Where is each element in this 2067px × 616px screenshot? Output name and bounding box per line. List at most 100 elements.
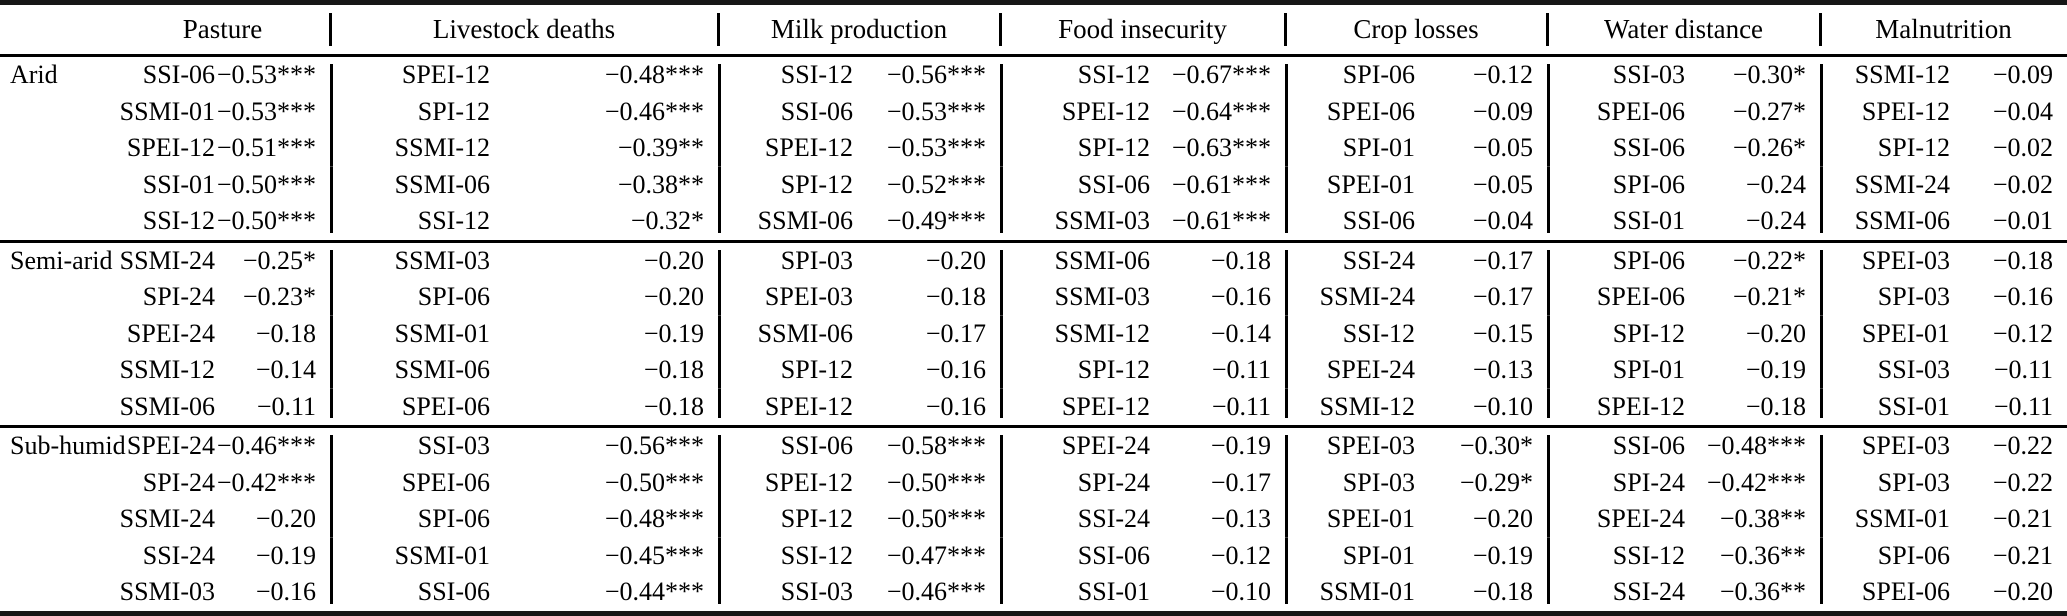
drought-index-cell: SSI-12 <box>718 55 854 94</box>
correlation-value-cell: −0.20 <box>1992 577 2054 607</box>
drought-index-cell: SSI-06 <box>1547 130 1686 167</box>
drought-index-cell: SSMI-01 <box>330 537 491 574</box>
drought-index-cell: SPEI-12 <box>718 464 854 501</box>
correlation-value-cell: −0.09 <box>1472 96 1534 126</box>
correlation-value-cell: −0.61*** <box>1171 169 1272 199</box>
drought-index-cell: SPEI-06 <box>330 388 491 427</box>
drought-index-cell: SPEI-06 <box>1547 279 1686 316</box>
drought-index-cell: SPI-06 <box>1547 166 1686 203</box>
correlation-value-cell: −0.22 <box>1992 431 2054 461</box>
zone-label-spacer <box>0 279 115 316</box>
correlation-value-cell: −0.26* <box>1732 133 1807 163</box>
drought-index-cell: SSMI-01 <box>330 315 491 352</box>
correlation-value-cell: −0.20 <box>1745 318 1807 348</box>
correlation-value-cell: −0.48*** <box>604 60 705 90</box>
zone-section-semi-arid: Semi-arid SSMI-24 −0.25* SSMI-03 −0.20 SPI-03… <box>0 241 2067 427</box>
drought-index-cell: SSI-03 <box>1820 352 1951 389</box>
correlation-value-cell: −0.63*** <box>1171 133 1272 163</box>
correlation-value-cell: −0.16 <box>1992 282 2054 312</box>
correlation-value-cell: −0.20 <box>643 245 705 275</box>
drought-index-cell: SSMI-06 <box>119 391 215 421</box>
drought-index-cell: SPEI-12 <box>1000 93 1151 130</box>
drought-index-cell: SSI-06 <box>1000 166 1151 203</box>
zone-label-spacer <box>0 316 115 353</box>
correlation-value-cell: −0.51*** <box>216 133 317 163</box>
table-row: SSMI-06 −0.11 SPEI-06 −0.18 SPEI-12 −0.16 SPEI… <box>0 388 2067 427</box>
col-header-water-distance: Water distance <box>1546 3 1820 56</box>
correlation-value-cell: −0.46*** <box>886 577 987 607</box>
drought-index-cell: SPI-03 <box>1820 464 1951 501</box>
drought-index-cell: SPI-06 <box>330 501 491 538</box>
drought-index-cell: SPEI-24 <box>1285 352 1416 389</box>
table-row: SPI-24 −0.42*** SPEI-06 −0.50*** SPEI-12 −0.5… <box>0 464 2067 501</box>
drought-index-cell: SPI-12 <box>1000 130 1151 167</box>
correlation-value-cell: −0.46*** <box>604 96 705 126</box>
correlation-value-cell: −0.11 <box>1993 391 2054 421</box>
correlation-value-cell: −0.05 <box>1472 133 1534 163</box>
correlation-value-cell: −0.18 <box>255 318 317 348</box>
drought-index-cell: SSMI-03 <box>1000 279 1151 316</box>
correlation-value-cell: −0.53*** <box>886 96 987 126</box>
correlation-value-cell: −0.16 <box>1210 282 1272 312</box>
correlation-value-cell: −0.50*** <box>886 504 987 534</box>
drought-index-cell: SPEI-12 <box>1000 388 1151 427</box>
correlation-value-cell: −0.25* <box>242 245 317 275</box>
correlation-value-cell: −0.13 <box>1210 504 1272 534</box>
drought-index-cell: SSMI-01 <box>1820 501 1951 538</box>
correlation-value-cell: −0.21 <box>1992 540 2054 570</box>
drought-index-cell: SPEI-12 <box>718 130 854 167</box>
correlation-value-cell: −0.49*** <box>886 206 987 236</box>
drought-index-cell: SSI-06 <box>1285 203 1416 241</box>
correlation-value-cell: −0.20 <box>255 504 317 534</box>
drought-index-cell: SPEI-03 <box>1820 241 1951 279</box>
correlation-value-cell: −0.56*** <box>604 431 705 461</box>
correlation-value-cell: −0.36** <box>1719 577 1807 607</box>
table-row: SSMI-24 −0.20 SPI-06 −0.48*** SPI-12 −0.50***… <box>0 501 2067 538</box>
correlation-value-cell: −0.50*** <box>886 467 987 497</box>
drought-index-cell: SSMI-12 <box>330 130 491 167</box>
correlation-value-cell: −0.38** <box>1719 504 1807 534</box>
correlation-value-cell: −0.50*** <box>216 206 317 236</box>
correlation-value-cell: −0.12 <box>1210 540 1272 570</box>
table-row: SPEI-24 −0.18 SSMI-01 −0.19 SSMI-06 −0.17 SSMI… <box>0 315 2067 353</box>
correlation-value-cell: −0.18 <box>1992 245 2054 275</box>
drought-index-cell: SPI-03 <box>1285 464 1416 501</box>
correlation-value-cell: −0.42*** <box>216 467 317 497</box>
correlation-value-cell: −0.14 <box>255 355 317 385</box>
drought-index-cell: SPEI-01 <box>1820 315 1951 352</box>
drought-index-cell: SSI-12 <box>718 537 854 574</box>
correlation-value-cell: −0.16 <box>255 577 317 607</box>
zone-label-spacer <box>0 389 115 427</box>
table-row: SSI-01 −0.50*** SSMI-06 −0.38** SPI-12 −0.52*… <box>0 166 2067 203</box>
table-row: SPI-24 −0.23* SPI-06 −0.20 SPEI-03 −0.18 SSMI-… <box>0 279 2067 316</box>
drought-index-cell: SPEI-12 <box>718 388 854 427</box>
correlation-value-cell: −0.02 <box>1992 169 2054 199</box>
drought-index-cell: SSI-06 <box>1000 537 1151 574</box>
drought-index-cell: SSI-01 <box>142 169 215 199</box>
zone-label-spacer <box>0 130 115 167</box>
drought-index-cell: SPI-24 <box>142 467 215 497</box>
drought-index-cell: SSI-24 <box>1000 501 1151 538</box>
correlation-value-cell: −0.21* <box>1732 282 1807 312</box>
drought-index-cell: SPI-06 <box>1547 241 1686 279</box>
correlation-value-cell: −0.18 <box>1745 391 1807 421</box>
correlation-value-cell: −0.10 <box>1210 577 1272 607</box>
correlation-value-cell: −0.32* <box>630 206 705 236</box>
correlation-value-cell: −0.45*** <box>604 540 705 570</box>
drought-index-cell: SSMI-03 <box>330 241 491 279</box>
correlation-value-cell: −0.18 <box>1210 245 1272 275</box>
drought-index-cell: SSI-03 <box>330 426 491 465</box>
drought-index-cell: SSMI-06 <box>1000 241 1151 279</box>
drought-index-cell: SSMI-24 <box>119 504 215 534</box>
correlation-value-cell: −0.02 <box>1992 133 2054 163</box>
drought-index-cell: SSMI-06 <box>718 315 854 352</box>
correlation-value-cell: −0.16 <box>925 391 987 421</box>
correlation-value-cell: −0.04 <box>1992 96 2054 126</box>
correlation-value-cell: −0.20 <box>1472 504 1534 534</box>
zone-label: Sub-humid <box>10 431 126 461</box>
drought-index-cell: SPI-12 <box>718 501 854 538</box>
col-header-crop-losses: Crop losses <box>1284 3 1547 56</box>
zone-column-header <box>0 3 115 56</box>
zone-section-sub-humid: Sub-humid SPEI-24 −0.46*** SSI-03 −0.56*** SS… <box>0 426 2067 613</box>
